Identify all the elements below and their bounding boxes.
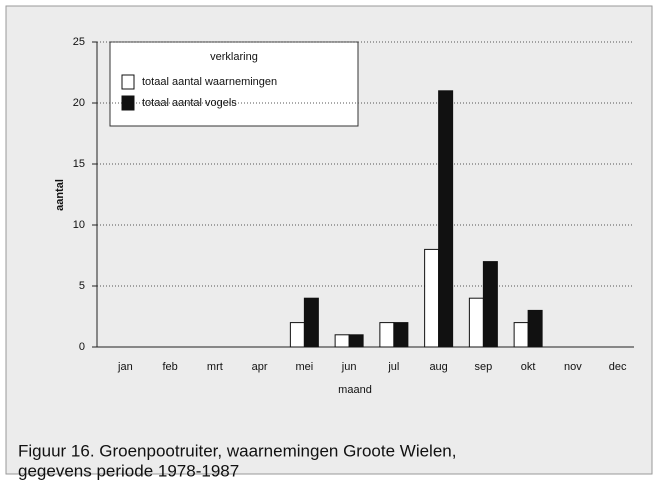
- x-tick-label: jan: [117, 361, 133, 373]
- bar: [468, 297, 484, 348]
- y-tick-label: 15: [73, 158, 85, 170]
- y-tick-label: 20: [73, 97, 85, 109]
- x-tick-label: mrt: [207, 361, 223, 373]
- x-tick-label: feb: [162, 361, 177, 373]
- y-axis-label: aantal: [54, 179, 66, 211]
- bar: [334, 334, 350, 348]
- bar: [289, 322, 305, 348]
- legend-swatch: [121, 95, 135, 111]
- y-tick-label: 5: [79, 280, 85, 292]
- bar: [527, 309, 543, 348]
- x-tick-label: mei: [296, 361, 314, 373]
- caption: Figuur 16. Groenpootruiter, waarnemingen…: [18, 441, 456, 460]
- bar: [424, 248, 440, 348]
- x-tick-label: apr: [252, 361, 268, 373]
- legend-label: totaal aantal waarnemingen: [142, 76, 277, 88]
- x-tick-label: dec: [609, 361, 627, 373]
- legend-label: totaal aantal vogels: [142, 97, 237, 109]
- x-tick-label: sep: [475, 361, 493, 373]
- caption: gegevens periode 1978-1987: [18, 461, 239, 480]
- legend-box: [109, 41, 359, 127]
- bar: [513, 322, 529, 348]
- x-tick-label: okt: [521, 361, 536, 373]
- x-axis-label: maand: [338, 384, 372, 396]
- x-tick-label: nov: [564, 361, 582, 373]
- legend-title: verklaring: [210, 51, 258, 63]
- bar: [303, 297, 319, 348]
- bar: [438, 90, 454, 348]
- y-tick-label: 25: [73, 36, 85, 48]
- x-tick-label: aug: [429, 361, 447, 373]
- bar: [393, 322, 409, 348]
- bar: [482, 261, 498, 348]
- x-tick-label: jun: [341, 361, 357, 373]
- bar: [379, 322, 395, 348]
- bar: [348, 334, 364, 348]
- y-tick-label: 10: [73, 219, 85, 231]
- y-tick-label: 0: [79, 341, 85, 353]
- legend-swatch: [121, 74, 135, 90]
- x-tick-label: jul: [387, 361, 399, 373]
